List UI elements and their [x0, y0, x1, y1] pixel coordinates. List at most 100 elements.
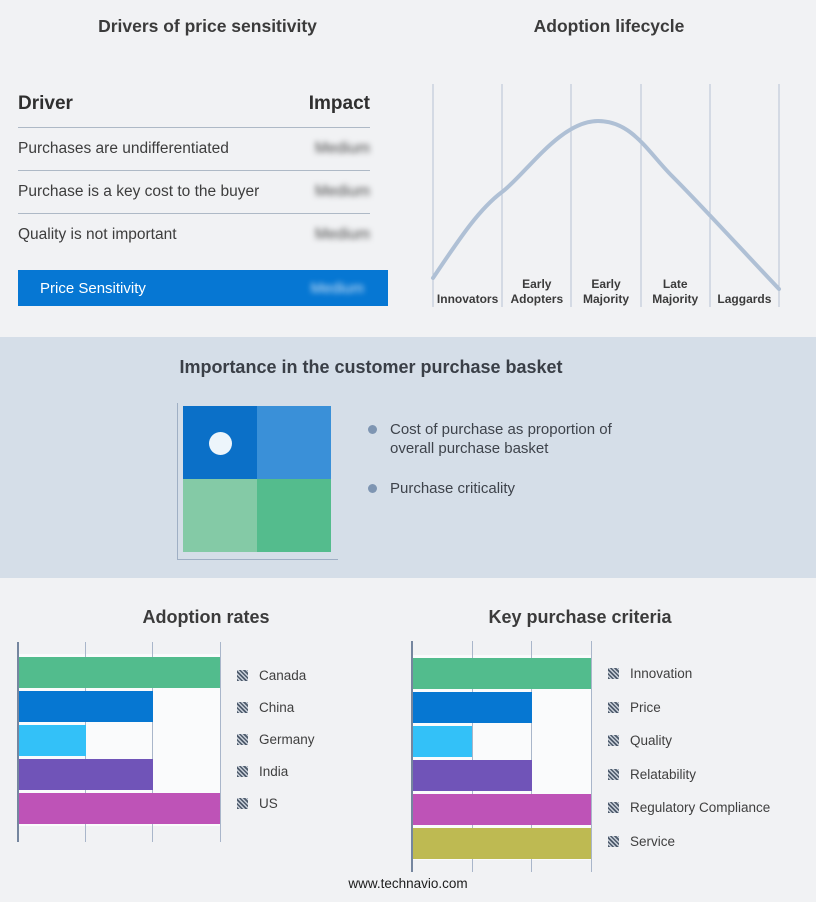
adoption-rates-legend: Canada China Germany India US [237, 659, 315, 819]
legend-label: Innovation [630, 666, 693, 682]
legend-label: China [259, 699, 295, 715]
bar-service [413, 828, 591, 859]
gridline [152, 642, 153, 842]
y-axis [411, 641, 413, 872]
bullet-text: Cost of purchase as proportion of overal… [390, 421, 612, 457]
legend-swatch-hatch-icon [237, 669, 248, 681]
bar-germany [19, 725, 86, 756]
legend-swatch-hatch-icon [237, 701, 248, 713]
legend-swatch-hatch-icon [608, 835, 619, 847]
bullet-text: Purchase criticality [390, 480, 516, 497]
basket-bullets: Cost of purchase as proportion of overal… [368, 420, 620, 519]
gridline [591, 641, 592, 872]
summary-label: Price Sensitivity [40, 279, 146, 297]
driver-cell: Purchases are undifferentiated [18, 140, 229, 157]
bar-us [19, 793, 220, 824]
table-row: Purchase is a key cost to the buyer Mediu… [18, 171, 370, 214]
lifecycle-stage-labels: Innovators Early Adopters Early Majority La… [433, 272, 779, 306]
stage-label: Early Majority [583, 277, 630, 306]
key-purchase-criteria-legend: Innovation Price Quality Relatability Regula… [608, 657, 770, 858]
adoption-lifecycle-chart [431, 84, 781, 307]
legend-label: Germany [259, 731, 315, 747]
stage-label: Early Adopters [510, 277, 564, 306]
stage-label: Laggards [717, 291, 772, 306]
legend-item: Price [608, 691, 770, 725]
drivers-panel-title: Drivers of price sensitivity [98, 16, 317, 36]
legend-item: China [237, 691, 315, 723]
legend-swatch-hatch-icon [608, 768, 619, 780]
legend-label: US [259, 795, 278, 811]
legend-label: Canada [259, 667, 307, 683]
plot-area [413, 655, 592, 860]
legend-label: Service [630, 833, 676, 849]
legend-swatch-hatch-icon [237, 765, 248, 777]
gridline [220, 642, 221, 842]
quadrant-marker-dot-icon [209, 432, 232, 455]
gridline [531, 641, 532, 872]
bullet-item: Purchase criticality [368, 479, 620, 498]
driver-rows: Purchases are undifferentiated Medium Purc… [18, 128, 370, 256]
table-header-divider [18, 127, 370, 128]
legend-item: Canada [237, 659, 315, 691]
legend-item: Regulatory Compliance [608, 791, 770, 825]
drivers-table-header: Driver Impact [18, 93, 370, 115]
legend-item: Germany [237, 723, 315, 755]
legend-swatch-hatch-icon [608, 668, 619, 680]
quadrant-cell-bottom-right [257, 479, 331, 552]
impact-cell-blurred: Medium [314, 183, 370, 200]
legend-item: Service [608, 825, 770, 859]
legend-swatch-hatch-icon [237, 733, 248, 745]
purchase-basket-band [0, 337, 816, 578]
legend-swatch-hatch-icon [608, 701, 619, 713]
stage-label: Late Majority [652, 277, 699, 306]
driver-cell: Purchase is a key cost to the buyer [18, 183, 260, 200]
lifecycle-gridlines [432, 84, 780, 307]
bar-canada [19, 657, 220, 688]
quadrant-x-axis [177, 559, 338, 560]
bars-group [19, 657, 220, 827]
stage-label: Innovators [436, 291, 499, 306]
legend-swatch-hatch-icon [608, 735, 619, 747]
legend-label: Quality [630, 733, 673, 749]
price-sensitivity-summary-row: Price Sensitivity Medium [18, 270, 388, 306]
quadrant-y-axis [177, 403, 178, 560]
quadrant-cell-top-right [257, 406, 331, 479]
impact-column-header: Impact [308, 93, 370, 114]
bullet-item: Cost of purchase as proportion of overal… [368, 420, 620, 458]
bar-regulatory-compliance [413, 794, 591, 825]
bar-relatability [413, 760, 532, 791]
legend-label: Regulatory Compliance [630, 800, 771, 816]
bars-group [413, 658, 591, 862]
basket-panel-title: Importance in the customer purchase bask… [179, 357, 563, 377]
adoption-rates-title: Adoption rates [142, 607, 270, 627]
legend-label: India [259, 763, 289, 779]
driver-cell: Quality is not important [18, 226, 177, 243]
y-axis [17, 642, 19, 842]
bell-curve-line [431, 118, 781, 291]
quadrant-cell-bottom-left [183, 479, 257, 552]
key-purchase-criteria-title: Key purchase criteria [488, 607, 672, 627]
summary-impact-blurred: Medium [310, 279, 364, 297]
impact-cell-blurred: Medium [314, 140, 370, 157]
impact-cell-blurred: Medium [314, 226, 370, 243]
bar-india [19, 759, 153, 790]
lifecycle-panel-title: Adoption lifecycle [533, 16, 685, 36]
table-row: Quality is not important Medium [18, 214, 370, 256]
legend-swatch-hatch-icon [608, 802, 619, 814]
legend-item: Innovation [608, 657, 770, 691]
legend-item: Relatability [608, 758, 770, 792]
gridline [472, 641, 473, 872]
driver-column-header: Driver [18, 93, 73, 114]
purchase-basket-quadrant [183, 406, 331, 552]
website-url: www.technavio.com [348, 876, 468, 891]
table-row: Purchases are undifferentiated Medium [18, 128, 370, 171]
bar-china [19, 691, 153, 722]
bar-price [413, 692, 532, 723]
legend-item: US [237, 787, 315, 819]
legend-item: Quality [608, 724, 770, 758]
legend-swatch-hatch-icon [237, 797, 248, 809]
legend-label: Price [630, 699, 661, 715]
bullet-icon [368, 425, 377, 434]
legend-item: India [237, 755, 315, 787]
bullet-icon [368, 484, 377, 493]
